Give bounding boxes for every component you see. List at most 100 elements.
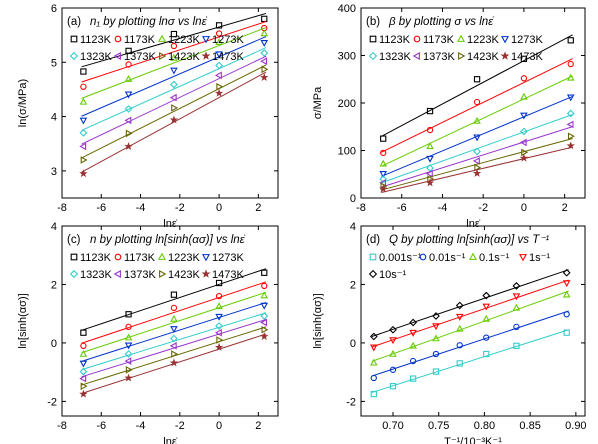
data-point — [171, 350, 179, 358]
plot-frame — [61, 7, 279, 199]
data-point — [432, 368, 440, 375]
legend-entry: 1323K — [69, 269, 112, 281]
series-4 — [79, 47, 269, 137]
data-point — [260, 57, 268, 65]
chart-title: Q by plotting ln[sinh(ασ)] vs T⁻¹ — [389, 234, 549, 246]
panel-label: (b) — [366, 16, 380, 28]
data-point — [409, 318, 418, 327]
data-point — [215, 279, 223, 287]
fit-line — [381, 58, 573, 153]
legend-entry: 1373K — [412, 51, 455, 63]
data-point — [426, 126, 434, 134]
legend-entry: 1223K — [456, 34, 499, 46]
series-0 — [80, 268, 268, 336]
legend-label: 0.01s⁻¹ — [429, 252, 466, 264]
data-point — [215, 61, 223, 70]
data-point — [124, 342, 133, 350]
legend-marker — [456, 34, 466, 42]
data-point — [483, 350, 490, 358]
data-point — [170, 80, 178, 89]
data-point — [260, 29, 269, 37]
y-axis-label: ln[sinh(ασ)] — [312, 293, 324, 348]
legend-label: 1123K — [80, 34, 112, 46]
fit-line — [81, 12, 267, 68]
fit-line — [81, 21, 267, 83]
y-tick-label: 4 — [51, 112, 57, 124]
legend-label: 1473K — [511, 51, 543, 63]
data-point — [170, 53, 178, 61]
x-tick-label: 0.75 — [428, 420, 449, 432]
data-point — [520, 55, 528, 62]
data-point — [389, 349, 397, 357]
data-point — [456, 360, 463, 367]
data-point — [169, 115, 179, 124]
data-point — [79, 360, 88, 368]
data-point — [79, 128, 88, 137]
chart-title: n by plotting ln[sinh(ασ)] vs lnε̇ — [90, 234, 246, 246]
series-3 — [79, 302, 269, 368]
series-1 — [370, 310, 570, 382]
legend-marker — [369, 35, 377, 43]
legend-label: 1223K — [467, 34, 499, 46]
data-point — [483, 334, 490, 341]
data-point — [562, 268, 571, 277]
legend-label: 1373K — [124, 51, 156, 63]
series-6 — [80, 64, 269, 164]
data-point — [513, 342, 520, 349]
data-point — [426, 107, 434, 115]
legend-label: 1323K — [80, 51, 112, 63]
legend-entry: 1473K — [201, 269, 244, 281]
data-point — [455, 301, 464, 310]
x-tick-label: 0.80 — [474, 420, 495, 432]
data-point — [566, 141, 575, 150]
x-tick-label: -8 — [57, 202, 67, 214]
chart-title: n₁ by plotting lnσ vs lnε̇ — [90, 16, 208, 28]
legend-label: 0.1s⁻¹ — [479, 252, 510, 264]
legend-label: 1323K — [80, 269, 112, 281]
data-point — [261, 282, 268, 290]
legend-label: 1123K — [80, 252, 112, 264]
data-point — [472, 157, 480, 165]
data-point — [124, 333, 133, 341]
y-tick-label: 0 — [350, 338, 356, 350]
series-5 — [79, 318, 268, 383]
legend-marker — [159, 269, 167, 279]
legend-entry: 1423K — [159, 51, 200, 63]
data-point — [566, 94, 575, 102]
series-6 — [380, 132, 575, 191]
data-point — [214, 71, 222, 80]
legend-entry: 1323K — [368, 51, 411, 63]
data-point — [520, 127, 528, 136]
legend-marker — [413, 35, 421, 43]
data-point — [79, 367, 88, 376]
data-point — [473, 147, 481, 156]
fit-line — [81, 27, 267, 99]
chart-title: β by plotting σ vs lnε̇ — [388, 16, 494, 28]
legend-marker — [369, 253, 377, 261]
data-point — [482, 314, 491, 322]
data-point — [170, 304, 178, 311]
data-point — [432, 334, 440, 342]
data-point — [455, 324, 464, 332]
data-point — [125, 323, 132, 330]
series-1 — [80, 281, 268, 349]
x-tick-label: -6 — [96, 202, 106, 214]
data-point — [260, 318, 268, 327]
data-point — [215, 51, 223, 59]
fit-line — [371, 279, 569, 348]
legend-label: 1223K — [168, 34, 200, 46]
data-point — [79, 142, 87, 151]
legend-label: 1173K — [423, 34, 455, 46]
legend-marker — [113, 269, 121, 279]
legend-marker — [157, 34, 167, 42]
legend-entry: 1273K — [500, 34, 543, 46]
data-point — [389, 366, 397, 373]
data-point — [80, 382, 88, 390]
legend-marker — [468, 252, 478, 260]
data-point — [261, 65, 269, 74]
legend-marker — [69, 269, 79, 279]
legend-label: 1273K — [511, 34, 543, 46]
data-point — [216, 336, 224, 344]
data-point — [426, 155, 434, 163]
data-point — [214, 342, 224, 351]
